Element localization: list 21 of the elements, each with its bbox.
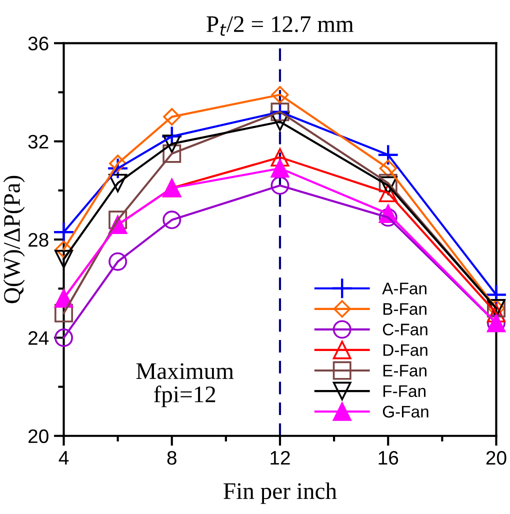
x-tick-label: 20 — [486, 450, 506, 465]
chart-title: P$_{t}$/2 = 12.7 mm — [206, 16, 354, 36]
legend-label: F-Fan — [383, 385, 426, 398]
legend-label: C-Fan — [382, 324, 428, 336]
annotation: Maximum fpi=12 — [136, 363, 234, 408]
y-tick-label: 24 — [28, 331, 49, 345]
legend-label: A-Fan — [382, 282, 426, 294]
y-tick-label: 36 — [28, 36, 48, 50]
legend-label: G-Fan — [382, 406, 428, 418]
y-tick-label: 32 — [28, 134, 48, 149]
legend-label: B-Fan — [383, 303, 426, 315]
x-axis-title: Fin per inch — [224, 482, 337, 504]
y-tick-label: 28 — [28, 232, 48, 247]
legend-label: D-Fan — [383, 344, 428, 356]
x-tick-label: 12 — [270, 450, 290, 465]
x-tick-label: 16 — [378, 450, 398, 465]
legend-label: E-Fan — [383, 364, 426, 377]
x-tick-label: 4 — [58, 451, 69, 465]
y-axis-title: Q(W)/ΔP(Pa) — [3, 176, 25, 304]
y-tick-label: 20 — [28, 429, 48, 444]
x-tick-label: 8 — [167, 450, 176, 465]
